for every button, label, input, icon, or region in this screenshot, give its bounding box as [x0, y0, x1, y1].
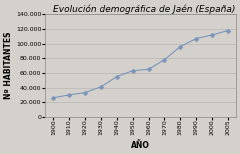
X-axis label: AÑO: AÑO	[131, 141, 150, 150]
Text: Evolución demográfica de Jaén (España): Evolución demográfica de Jaén (España)	[54, 4, 236, 14]
Y-axis label: Nº HABITANTES: Nº HABITANTES	[4, 32, 13, 99]
